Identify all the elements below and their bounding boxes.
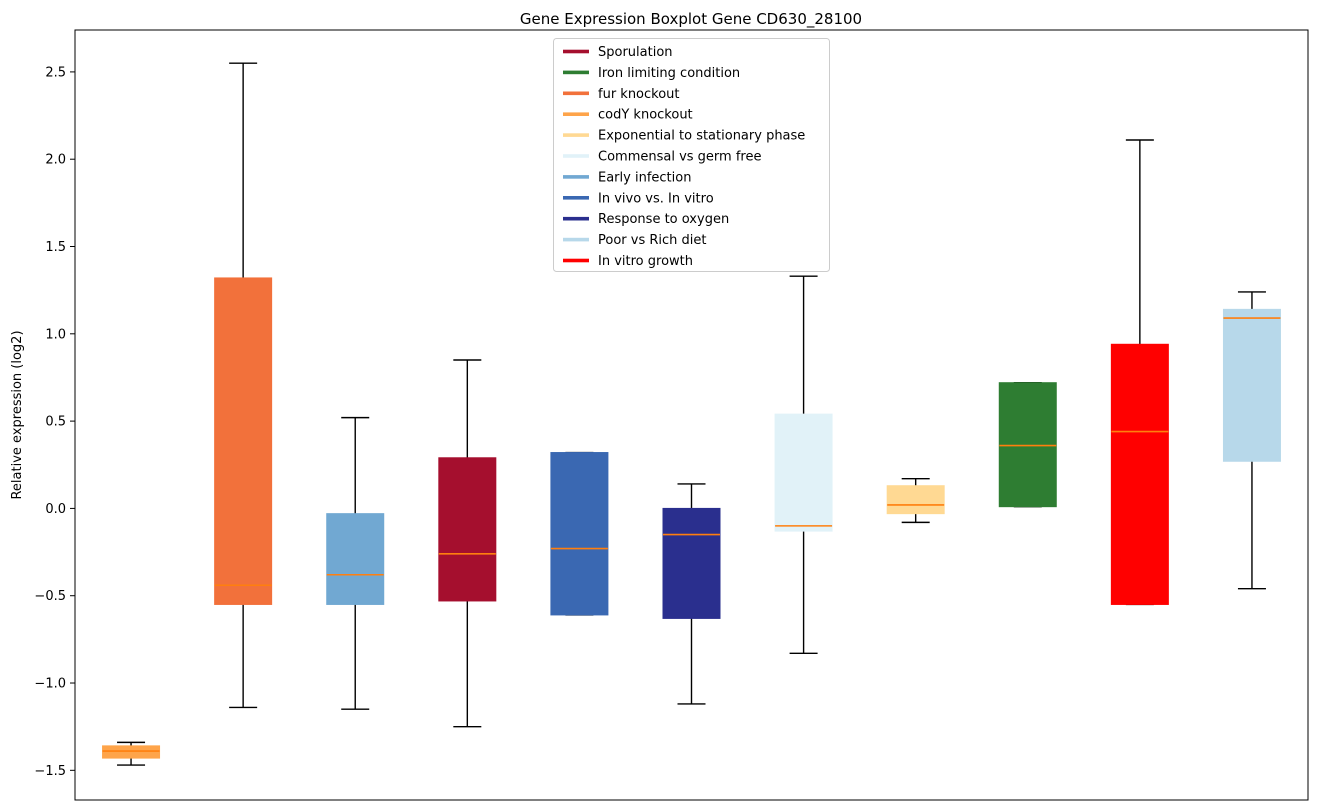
legend-entry-in-vitro-growth: In vitro growth <box>563 254 693 269</box>
legend-entry-sporulation: Sporulation <box>563 45 673 60</box>
y-axis-label: Relative expression (log2) <box>10 330 25 499</box>
box-fur-knockout <box>214 62 273 709</box>
box-body <box>886 485 945 515</box>
legend-box <box>553 38 830 272</box>
legend-entry-poor-vs-rich-diet: Poor vs Rich diet <box>563 233 706 248</box>
box-body <box>326 513 385 605</box>
box-sporulation <box>438 359 497 728</box>
legend-swatch <box>563 112 589 116</box>
y-tick-label: −0.5 <box>34 589 66 604</box>
legend-swatch <box>563 91 589 96</box>
box-response-to-oxygen <box>662 483 721 705</box>
legend-entry-exponential-to-stationary-phase: Exponential to stationary phase <box>563 129 805 144</box>
legend-swatch <box>563 237 589 242</box>
y-tick-label: 0.5 <box>45 415 66 430</box>
y-tick-label: −1.5 <box>34 764 66 779</box>
box-body <box>438 457 497 602</box>
legend-swatch <box>563 49 589 54</box>
legend-swatch <box>563 175 589 179</box>
legend-swatch <box>563 196 589 200</box>
chart-title: Gene Expression Boxplot Gene CD630_28100 <box>520 10 862 29</box>
box-exponential-to-stationary-phase <box>886 478 945 524</box>
box-body <box>662 507 721 619</box>
legend-swatch <box>563 133 589 137</box>
legend-entry-early-infection: Early infection <box>563 170 691 185</box>
axes: −1.5 −1.0 −0.5 0.0 0.5 1.0 1.5 2.0 2.5 <box>34 29 1309 801</box>
legend-label: Iron limiting condition <box>598 66 740 81</box>
y-tick-label: −1.0 <box>34 677 66 692</box>
legend-label: Early infection <box>598 170 691 185</box>
box-iron-limiting-condition <box>998 381 1057 508</box>
y-tick-label: 2.5 <box>45 65 66 80</box>
box-in-vivo-vs-in-vitro <box>550 451 609 616</box>
legend-swatch <box>563 258 589 263</box>
legend-label: Commensal vs germ free <box>598 150 761 165</box>
boxes <box>102 62 1281 766</box>
legend-entry-cody-knockout: codY knockout <box>563 108 693 123</box>
box-early-infection <box>326 416 385 710</box>
legend-label: Sporulation <box>598 45 673 60</box>
box-body <box>214 277 273 605</box>
legend-label: Exponential to stationary phase <box>598 129 805 144</box>
box-body <box>550 452 609 616</box>
legend-entry-commensal-vs-germ-free: Commensal vs germ free <box>563 150 761 165</box>
legend-entry-in-vivo-vs-in-vitro: In vivo vs. In vitro <box>563 191 714 206</box>
legend-entry-response-to-oxygen: Response to oxygen <box>563 212 729 227</box>
legend-label: In vivo vs. In vitro <box>598 191 714 206</box>
box-poor-vs-rich-diet <box>1222 291 1281 590</box>
y-tick-label: 0.0 <box>45 502 66 517</box>
legend-swatch <box>563 216 589 221</box>
legend-entry-iron-limiting-condition: Iron limiting condition <box>563 66 740 81</box>
box-body <box>1222 308 1281 462</box>
legend-entry-fur-knockout: fur knockout <box>563 87 680 102</box>
legend-label: Response to oxygen <box>598 212 729 227</box>
legend-swatch <box>563 70 589 75</box>
box-body <box>774 413 833 532</box>
box-body <box>1110 343 1169 605</box>
legend-label: Poor vs Rich diet <box>598 233 706 248</box>
y-tick-label: 1.5 <box>45 240 66 255</box>
box-body <box>998 382 1057 508</box>
box-body <box>102 745 161 759</box>
box-in-vitro-growth <box>1110 139 1169 606</box>
legend-label: codY knockout <box>598 108 693 123</box>
plot-border <box>74 29 1309 801</box>
legend: Sporulation Iron limiting condition fur kn… <box>553 38 830 272</box>
legend-swatch <box>563 154 589 158</box>
legend-label: In vitro growth <box>598 254 693 269</box>
y-tick-label: 2.0 <box>45 153 66 168</box>
box-cody-knockout <box>102 741 161 766</box>
box-commensal-vs-germ-free <box>774 275 833 655</box>
legend-label: fur knockout <box>598 87 680 102</box>
y-tick-label: 1.0 <box>45 327 66 342</box>
